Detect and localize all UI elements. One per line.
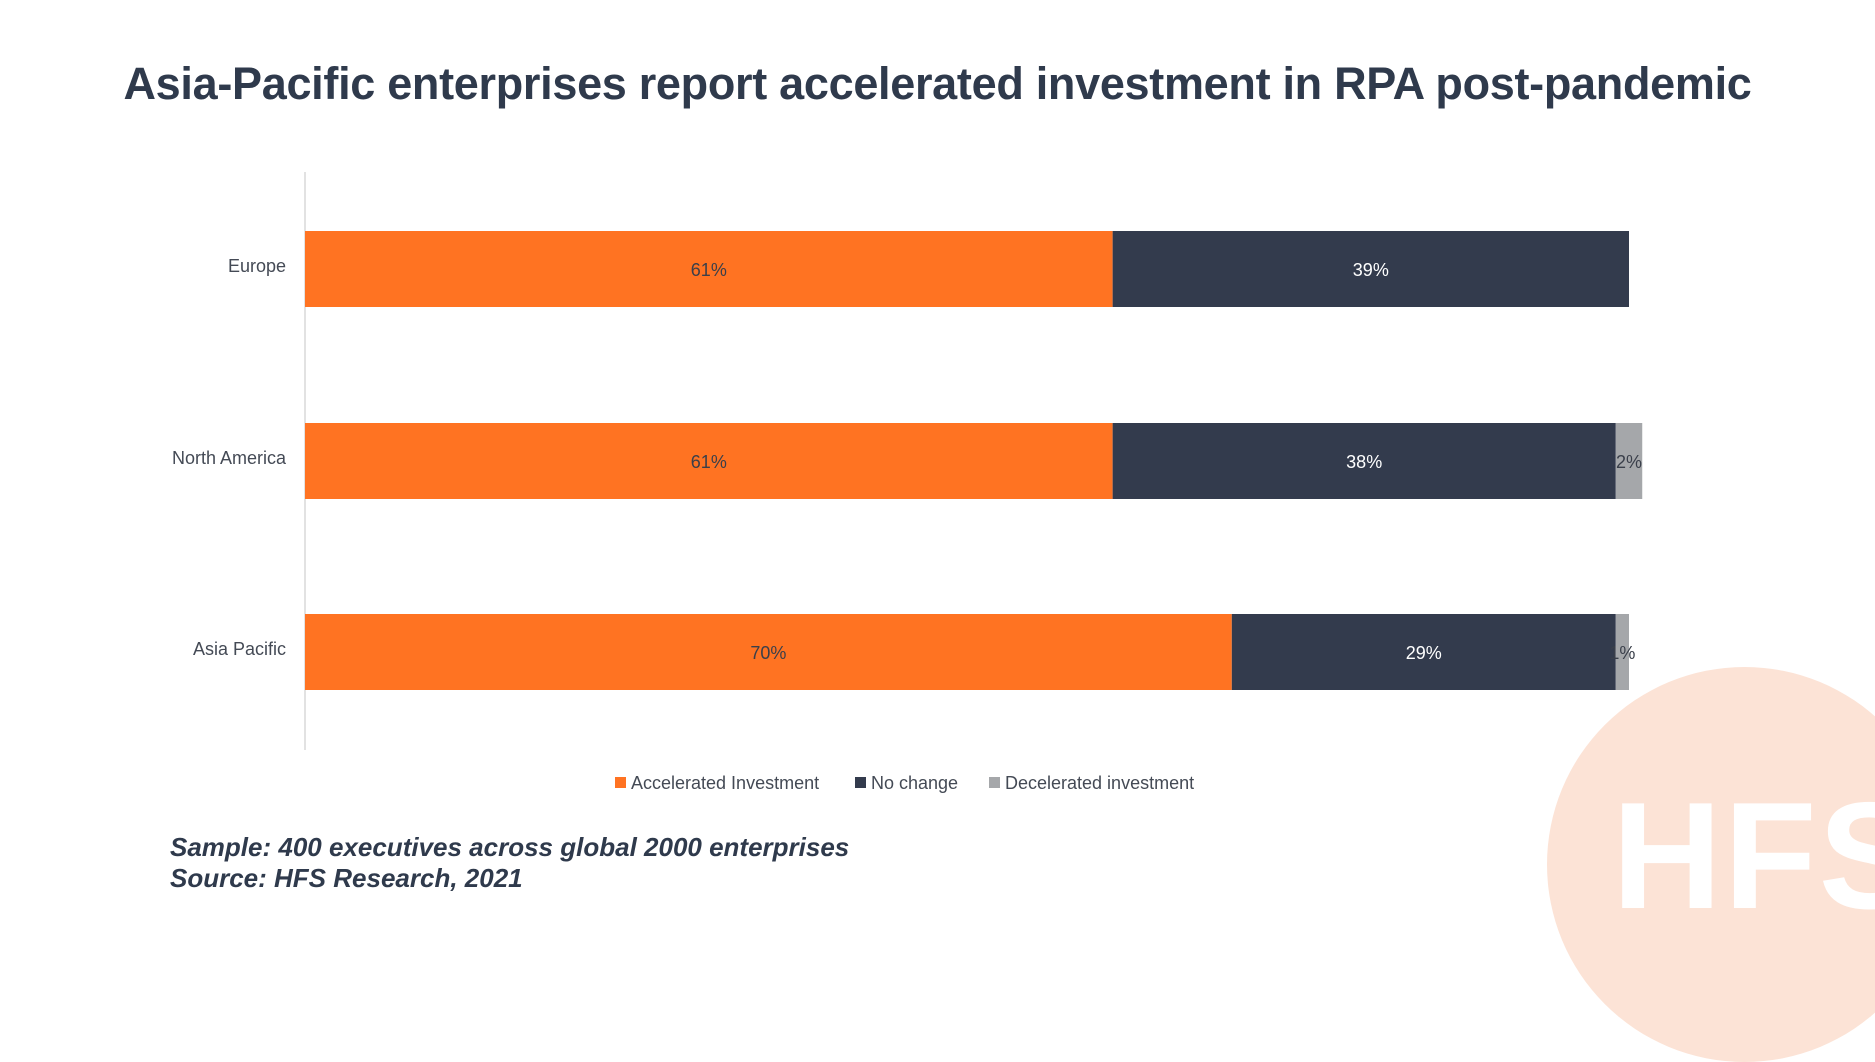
legend-label: Decelerated investment [1005,773,1194,793]
data-label: 61% [691,260,727,280]
bar-segment [305,614,1232,690]
bars-group: 61% 39% 61% 38% 2% 70% 29% 1% [305,231,1643,690]
page-title: Asia-Pacific enterprises report accelera… [123,58,1752,109]
bar-segment [305,423,1113,499]
hfs-logo-watermark: HFS [1612,771,1875,941]
data-label: 61% [691,452,727,472]
category-label: Asia Pacific [193,639,286,659]
legend: Accelerated Investment No change Decelerat… [615,773,1194,793]
legend-swatch [615,777,626,788]
data-label: 29% [1406,643,1442,663]
data-label: 70% [750,643,786,663]
bar-segment [1112,423,1616,499]
data-label: 1% [1609,643,1635,663]
bar-segment [305,231,1113,307]
data-label: 38% [1346,452,1382,472]
footnote-source: Source: HFS Research, 2021 [170,863,523,893]
legend-label: Accelerated Investment [631,773,819,793]
bar-segment [1231,614,1616,690]
bar-segment [1112,231,1629,307]
data-label: 39% [1353,260,1389,280]
stacked-bar-chart: 61% 39% 61% 38% 2% 70% 29% 1% Europe North Ameri… [172,172,1643,793]
bar-segment [1615,614,1629,690]
category-label: North America [172,448,287,468]
footnote: Sample: 400 executives across global 200… [170,832,849,894]
category-label: Europe [228,256,286,276]
legend-label: No change [871,773,958,793]
category-labels: Europe North America Asia Pacific [172,256,287,659]
data-label: 2% [1616,452,1642,472]
footnote-sample: Sample: 400 executives across global 200… [170,832,850,862]
legend-swatch [989,777,1000,788]
legend-swatch [855,777,866,788]
bar-segment [1615,423,1643,499]
